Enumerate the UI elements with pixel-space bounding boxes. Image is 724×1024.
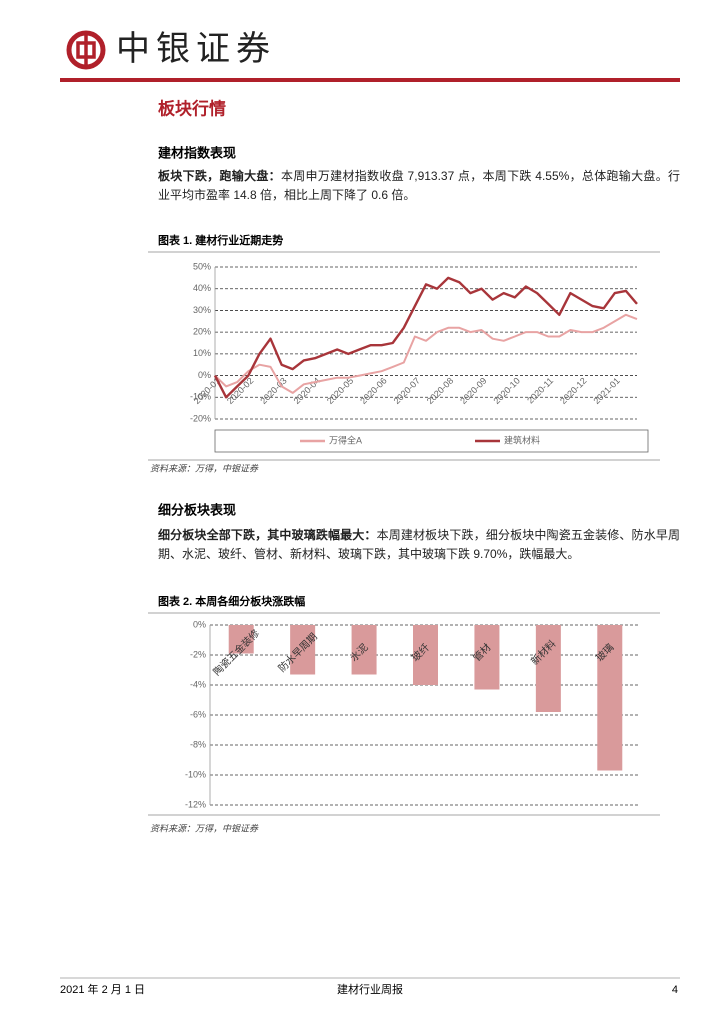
y-tick-label: -6% <box>190 709 206 719</box>
x-tick-label: 2020-11 <box>525 376 555 406</box>
x-tick-label: 2020-07 <box>392 376 422 406</box>
y-tick-label: 0% <box>198 370 211 380</box>
legend-label: 万得全A <box>329 434 362 445</box>
y-tick-label: -4% <box>190 679 206 689</box>
paragraph: 板块下跌，跑输大盘：本周申万建材指数收盘 7,913.37 点，本周下跌 4.5… <box>158 167 680 205</box>
y-tick-label: -10% <box>185 769 206 779</box>
x-tick-label: 2020-12 <box>558 376 588 406</box>
paragraph: 细分板块全部下跌，其中玻璃跌幅最大：本周建材板块下跌，细分板块中陶瓷五金装修、防… <box>158 526 680 564</box>
logo-text: 中银证券 <box>116 30 276 68</box>
y-tick-label: 40% <box>193 283 211 293</box>
legend-box <box>214 429 649 453</box>
y-tick-label: -10% <box>190 392 211 402</box>
paragraph-lead: 细分板块全部下跌，其中玻璃跌幅最大： <box>158 528 377 542</box>
y-tick-label: -20% <box>190 413 211 423</box>
x-tick-label: 2020-09 <box>458 376 488 406</box>
line-series <box>214 313 638 394</box>
bar <box>597 625 623 771</box>
bar <box>351 625 377 675</box>
header-rule <box>60 78 680 82</box>
line-series <box>213 276 638 399</box>
x-tick-label: 2020-10 <box>492 376 522 406</box>
x-tick-label: 2020-03 <box>258 376 288 406</box>
logo <box>66 30 106 70</box>
x-tick-label: 2020-06 <box>358 376 388 406</box>
y-tick-label: 10% <box>193 348 211 358</box>
y-tick-label: 50% <box>193 261 211 271</box>
chart-caption: 图表 2. 本周各细分板块涨跌幅 <box>158 594 305 608</box>
subsection-heading: 细分板块表现 <box>158 502 236 517</box>
chart-source: 资料来源：万得，中银证券 <box>150 823 259 833</box>
y-tick-label: 0% <box>193 619 206 629</box>
paragraph-text: 本周建材板块下跌，细分板块中陶瓷五金装修、防水早周期、水泥、玻纤、管材、新材料、… <box>158 528 680 561</box>
bar <box>228 625 254 654</box>
y-tick-label: -12% <box>185 799 206 809</box>
y-tick-label: 20% <box>193 327 211 337</box>
paragraph-lead: 板块下跌，跑输大盘： <box>158 169 281 183</box>
footer-page: 4 <box>672 984 678 996</box>
section-title: 板块行情 <box>158 98 226 118</box>
y-tick-label: 30% <box>193 305 211 315</box>
y-tick-label: -2% <box>190 649 206 659</box>
chart-caption: 图表 1. 建材行业近期走势 <box>158 233 283 247</box>
paragraph-text: 本周申万建材指数收盘 7,913.37 点，本周下跌 4.55%，总体跑输大盘。… <box>158 169 680 202</box>
bar <box>413 625 438 685</box>
x-tick-label: 2020-08 <box>425 376 455 406</box>
footer-date: 2021 年 2 月 1 日 <box>60 982 145 996</box>
x-tick-label: 2021-01 <box>591 376 621 406</box>
footer-title: 建材行业周报 <box>337 982 403 996</box>
subsection-heading: 建材指数表现 <box>158 145 236 160</box>
y-tick-label: -8% <box>190 739 206 749</box>
bar <box>535 625 561 712</box>
legend-label: 建筑材料 <box>504 434 540 445</box>
chart-source: 资料来源：万得，中银证券 <box>150 463 259 473</box>
bar <box>290 625 316 675</box>
bar <box>474 625 500 690</box>
